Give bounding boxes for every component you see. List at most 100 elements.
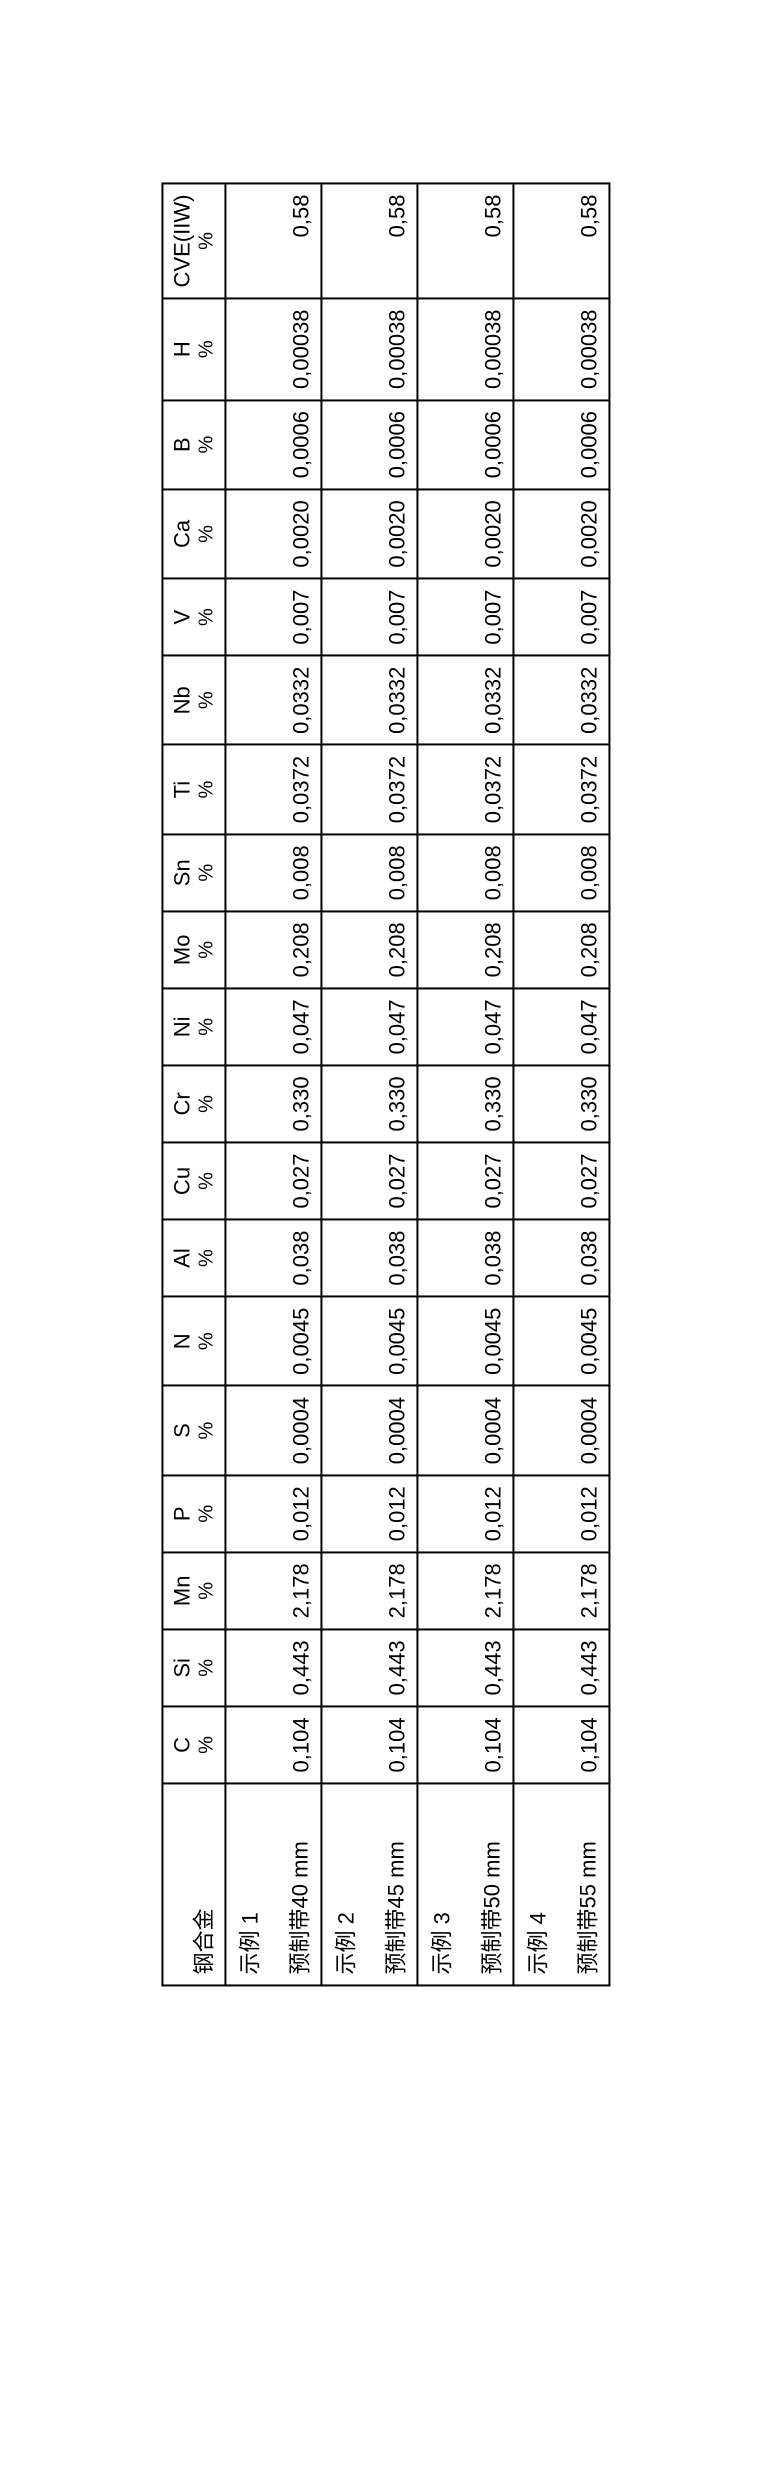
table-cell: 0,00038 [226,298,322,400]
column-header-unit: % [196,667,219,734]
column-header-name: Ni [170,999,196,1054]
table-cell: 0,012 [514,1475,610,1552]
column-header-unit: % [196,1486,219,1541]
column-header-unit: % [196,845,219,900]
table-cell: 0,330 [322,1065,418,1142]
row-label-line2: 预制带45 mm [379,1794,411,1974]
table-cell: 0,330 [418,1065,514,1142]
column-header-unit: % [196,1397,219,1464]
table-cell: 0,0045 [226,1297,322,1386]
column-header: Al% [163,1220,226,1297]
row-label: 示例 4预制带55 mm [514,1783,610,1985]
column-header: H% [163,298,226,400]
column-header: Ca% [163,489,226,578]
table-cell: 0,047 [418,988,514,1065]
column-header-unit: % [196,1717,219,1772]
table-cell: 0,047 [514,988,610,1065]
table-cell: 0,0006 [322,400,418,489]
column-header-unit: % [196,1308,219,1375]
table-cell: 0,0004 [322,1386,418,1475]
table-cell: 0,038 [514,1220,610,1297]
table-cell: 0,0020 [514,489,610,578]
column-header-name: Ca [170,500,196,567]
table-cell: 0,104 [514,1706,610,1783]
column-header: Si% [163,1629,226,1706]
table-cell: 0,58 [226,184,322,299]
column-header-name: N [170,1308,196,1375]
column-header: Cr% [163,1065,226,1142]
column-header-unit: % [196,1563,219,1618]
column-header-unit: % [196,590,219,645]
column-header-name: H [170,309,196,389]
table-cell: 0,00038 [322,298,418,400]
table-cell: 0,0020 [418,489,514,578]
column-header: Mn% [163,1552,226,1629]
table-cell: 0,047 [226,988,322,1065]
column-header-name: Nb [170,667,196,734]
table-cell: 0,208 [226,911,322,988]
column-header-name: Si [170,1640,196,1695]
table-cell: 0,007 [418,579,514,656]
table-cell: 0,0004 [514,1386,610,1475]
column-header: Nb% [163,656,226,745]
table-cell: 0,007 [322,579,418,656]
table-cell: 0,00038 [514,298,610,400]
table-row: 示例 2预制带45 mm0,1040,4432,1780,0120,00040,… [322,184,418,1986]
table-cell: 0,038 [226,1220,322,1297]
column-header-name: Mo [170,922,196,977]
column-header: V% [163,579,226,656]
table-row: 示例 3预制带50 mm0,1040,4432,1780,0120,00040,… [418,184,514,1986]
table-cell: 0,104 [322,1706,418,1783]
column-header: Ti% [163,745,226,834]
table-cell: 0,104 [418,1706,514,1783]
table-cell: 0,104 [226,1706,322,1783]
column-header: N% [163,1297,226,1386]
table-cell: 0,0004 [226,1386,322,1475]
table-cell: 0,008 [418,834,514,911]
table-cell: 0,00038 [418,298,514,400]
column-header: P% [163,1475,226,1552]
table-cell: 0,443 [322,1629,418,1706]
row-label-line2: 预制带55 mm [571,1794,603,1974]
table-cell: 0,0020 [226,489,322,578]
table-cell: 0,0045 [418,1297,514,1386]
table-cell: 0,0045 [322,1297,418,1386]
table-cell: 0,443 [418,1629,514,1706]
table-cell: 0,330 [514,1065,610,1142]
table-cell: 0,330 [226,1065,322,1142]
column-header-name: Al [170,1231,196,1286]
column-header-name: Ti [170,756,196,823]
table-cell: 0,038 [418,1220,514,1297]
table-cell: 0,007 [226,579,322,656]
table-cell: 0,047 [322,988,418,1065]
column-header-unit: % [196,1231,219,1286]
table-cell: 0,58 [418,184,514,299]
row-label: 示例 1预制带40 mm [226,1783,322,1985]
table-cell: 0,0004 [418,1386,514,1475]
table-cell: 0,0332 [226,656,322,745]
table-cell: 0,208 [418,911,514,988]
column-header-name: P [170,1486,196,1541]
table-row: 示例 4预制带55 mm0,1040,4432,1780,0120,00040,… [514,184,610,1986]
table-cell: 0,027 [226,1142,322,1219]
column-header: S% [163,1386,226,1475]
table-cell: 0,58 [322,184,418,299]
table-cell: 0,0332 [418,656,514,745]
column-header: Cu% [163,1142,226,1219]
table-container: 钢合金 C%Si%Mn%P%S%N%Al%Cu%Cr%Ni%Mo%Sn%Ti%N… [10,10,762,2159]
column-header: CVE(IIW)% [163,184,226,299]
table-cell: 0,012 [226,1475,322,1552]
column-header-unit: % [196,411,219,478]
column-header: Ni% [163,988,226,1065]
table-row: 示例 1预制带40 mm0,1040,4432,1780,0120,00040,… [226,184,322,1986]
table-cell: 0,027 [514,1142,610,1219]
column-header-unit: % [196,1076,219,1131]
column-header-name: Cu [170,1153,196,1208]
header-row: 钢合金 C%Si%Mn%P%S%N%Al%Cu%Cr%Ni%Mo%Sn%Ti%N… [163,184,226,1986]
table-cell: 0,208 [322,911,418,988]
column-header-name: V [170,590,196,645]
table-cell: 0,012 [418,1475,514,1552]
row-label-line2: 预制带40 mm [283,1794,315,1974]
table-cell: 0,208 [514,911,610,988]
column-header: B% [163,400,226,489]
